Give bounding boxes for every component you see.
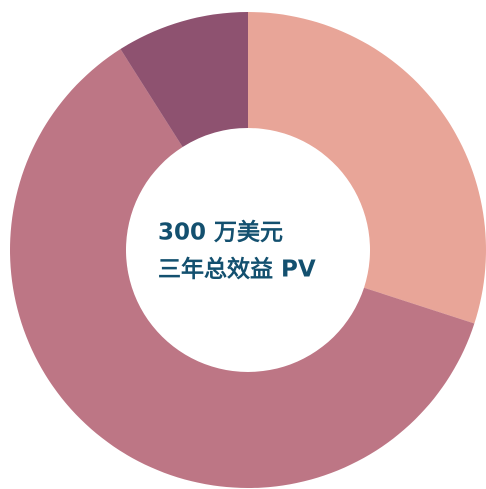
center-label: 300 万美元 [158,219,283,246]
donut-slice [120,12,248,147]
center-label: 三年总效益 PV [158,256,316,283]
donut-slice [9,49,475,489]
donut-slice [248,12,486,324]
slices [9,12,486,489]
